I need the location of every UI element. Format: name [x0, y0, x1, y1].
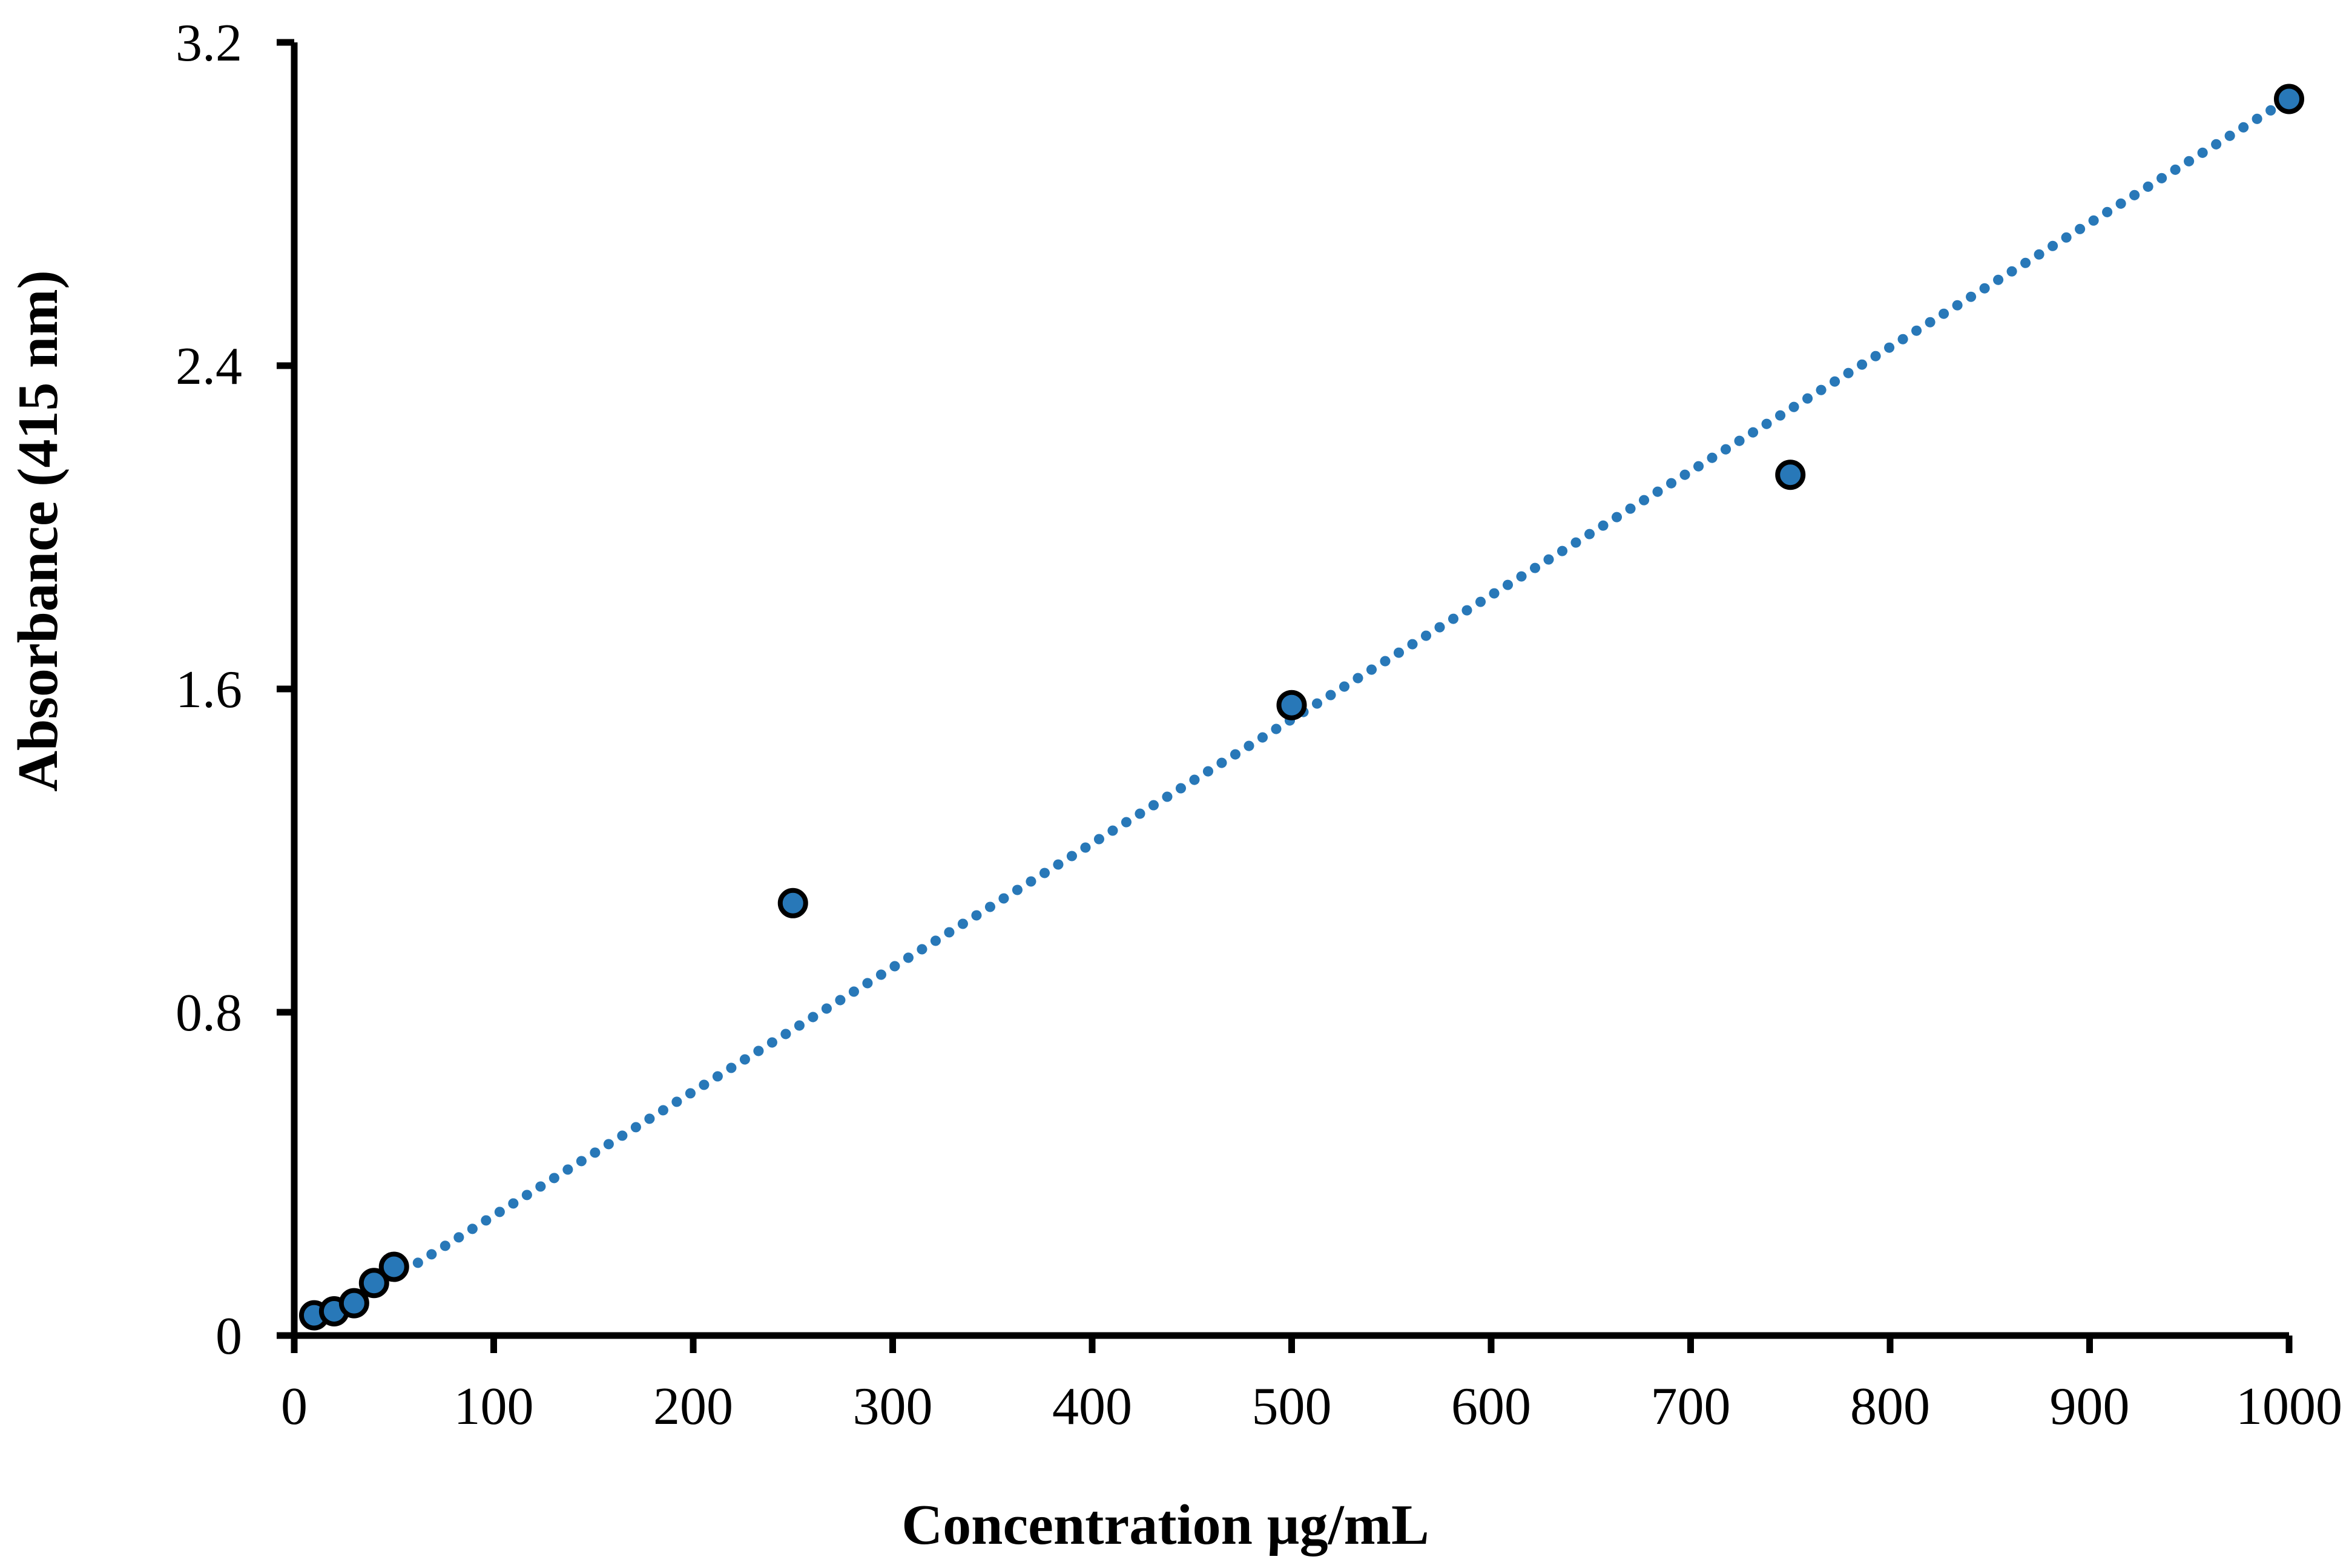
axes: 0 0.8 1.6 2.4 3.2 0 100 200 300 400 500 600 700 800 90… [176, 14, 2342, 1436]
trendline [412, 93, 2295, 1268]
x-tick-label: 600 [1451, 1377, 1531, 1436]
y-tick-label: 1.6 [176, 660, 242, 719]
x-tick-label: 300 [853, 1377, 933, 1436]
y-tick-label: 0.8 [176, 984, 242, 1043]
data-point [2274, 84, 2304, 114]
data-point [1775, 460, 1806, 490]
x-tick-label: 200 [653, 1377, 733, 1436]
x-tick-label: 400 [1052, 1377, 1132, 1436]
y-tick-label: 2.4 [176, 337, 242, 396]
data-point [1276, 690, 1307, 720]
x-tick-label: 0 [281, 1377, 308, 1436]
data-point [777, 888, 808, 918]
data-point [358, 1268, 389, 1299]
y-tick-label: 0 [216, 1307, 242, 1366]
trendline-group [412, 93, 2295, 1268]
data-point [378, 1251, 409, 1282]
x-tick-label: 1000 [2236, 1377, 2342, 1436]
data-point [338, 1288, 369, 1319]
x-tick-label: 500 [1252, 1377, 1332, 1436]
x-tick-label: 100 [454, 1377, 534, 1436]
data-points-group [298, 84, 2304, 1331]
y-tick-label: 3.2 [176, 14, 242, 73]
x-tick-label: 900 [2050, 1377, 2130, 1436]
y-axis-title: Absorbance (415 nm) [7, 270, 70, 792]
x-tick-label: 800 [1850, 1377, 1930, 1436]
x-tick-label: 700 [1651, 1377, 1731, 1436]
x-axis-title: Concentration µg/mL [901, 1494, 1429, 1556]
